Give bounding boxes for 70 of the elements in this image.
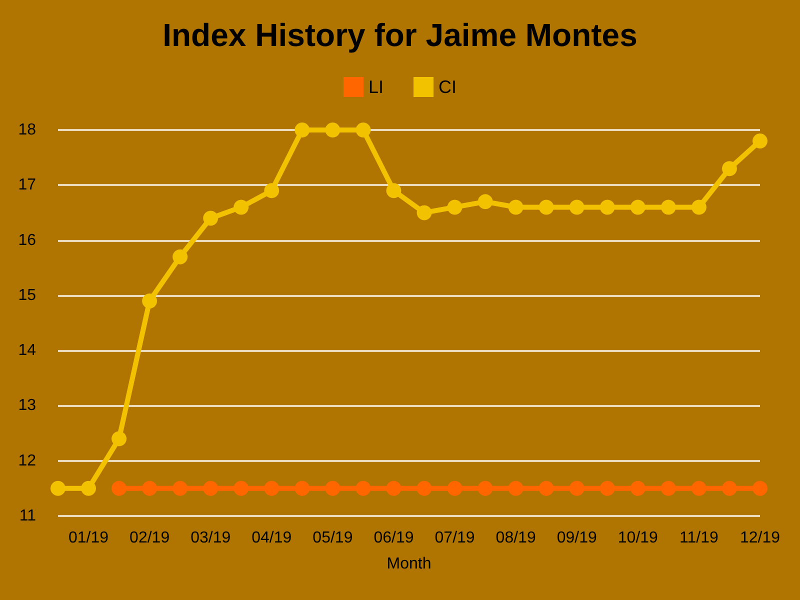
point (81, 480, 96, 496)
point (112, 480, 127, 496)
point (447, 200, 462, 215)
x-tick-label: 08/19 (496, 530, 536, 546)
point (234, 200, 249, 215)
point (722, 161, 737, 176)
point (356, 480, 371, 496)
point (630, 480, 646, 496)
point (722, 480, 737, 496)
legend-label: CI (438, 77, 457, 97)
point (752, 134, 768, 149)
point (569, 200, 584, 215)
legend-label: LI (368, 77, 384, 97)
point (50, 480, 66, 496)
point (691, 480, 706, 496)
point (386, 183, 402, 198)
point (508, 480, 524, 496)
point (325, 480, 340, 496)
point (234, 480, 249, 496)
point (264, 480, 280, 496)
point (447, 480, 462, 496)
point (569, 480, 584, 496)
y-tick-label: 14 (18, 342, 36, 360)
x-tick-label: 09/19 (556, 530, 597, 546)
x-tick-label: 01/19 (68, 530, 109, 546)
x-tick-label: 07/19 (434, 530, 475, 546)
x-tick-label: 03/19 (190, 530, 231, 546)
point (538, 200, 554, 215)
point (203, 480, 218, 496)
point (356, 122, 371, 138)
point (478, 480, 493, 496)
point (264, 183, 280, 198)
y-tick-label: 11 (19, 508, 36, 524)
point (142, 480, 158, 496)
point (386, 480, 402, 496)
point (294, 480, 310, 496)
chart-title: Index History for Jaime Montes (162, 17, 638, 53)
point (325, 122, 340, 138)
y-tick-label: 15 (18, 286, 36, 304)
y-tick-label: 13 (18, 397, 36, 414)
point (203, 210, 218, 226)
point (660, 480, 676, 496)
point (294, 122, 310, 138)
point (416, 480, 432, 496)
point (538, 480, 554, 496)
y-tick-label: 12 (18, 452, 36, 470)
point (112, 431, 127, 446)
y-tick-label: 16 (18, 232, 36, 249)
point (142, 293, 158, 308)
x-tick-label: 06/19 (374, 530, 414, 546)
x-tick-label: 12/19 (740, 530, 780, 546)
point (600, 480, 615, 496)
point (478, 194, 493, 210)
point (172, 249, 188, 264)
x-tick-label: 04/19 (252, 530, 292, 546)
x-tick-label: 11/19 (680, 530, 718, 546)
y-tick-label: 17 (18, 176, 36, 194)
y-tick-label: 18 (18, 122, 36, 138)
x-tick-label: 02/19 (130, 530, 170, 546)
point (172, 480, 188, 496)
x-tick-label: 05/19 (312, 530, 353, 546)
point (600, 200, 615, 215)
point (630, 200, 646, 215)
point (752, 480, 768, 496)
x-tick-label: 10/19 (618, 530, 658, 546)
point (660, 200, 676, 215)
point (691, 200, 706, 215)
point (508, 200, 524, 215)
point (416, 205, 432, 220)
x-axis-title: Month (386, 556, 432, 572)
